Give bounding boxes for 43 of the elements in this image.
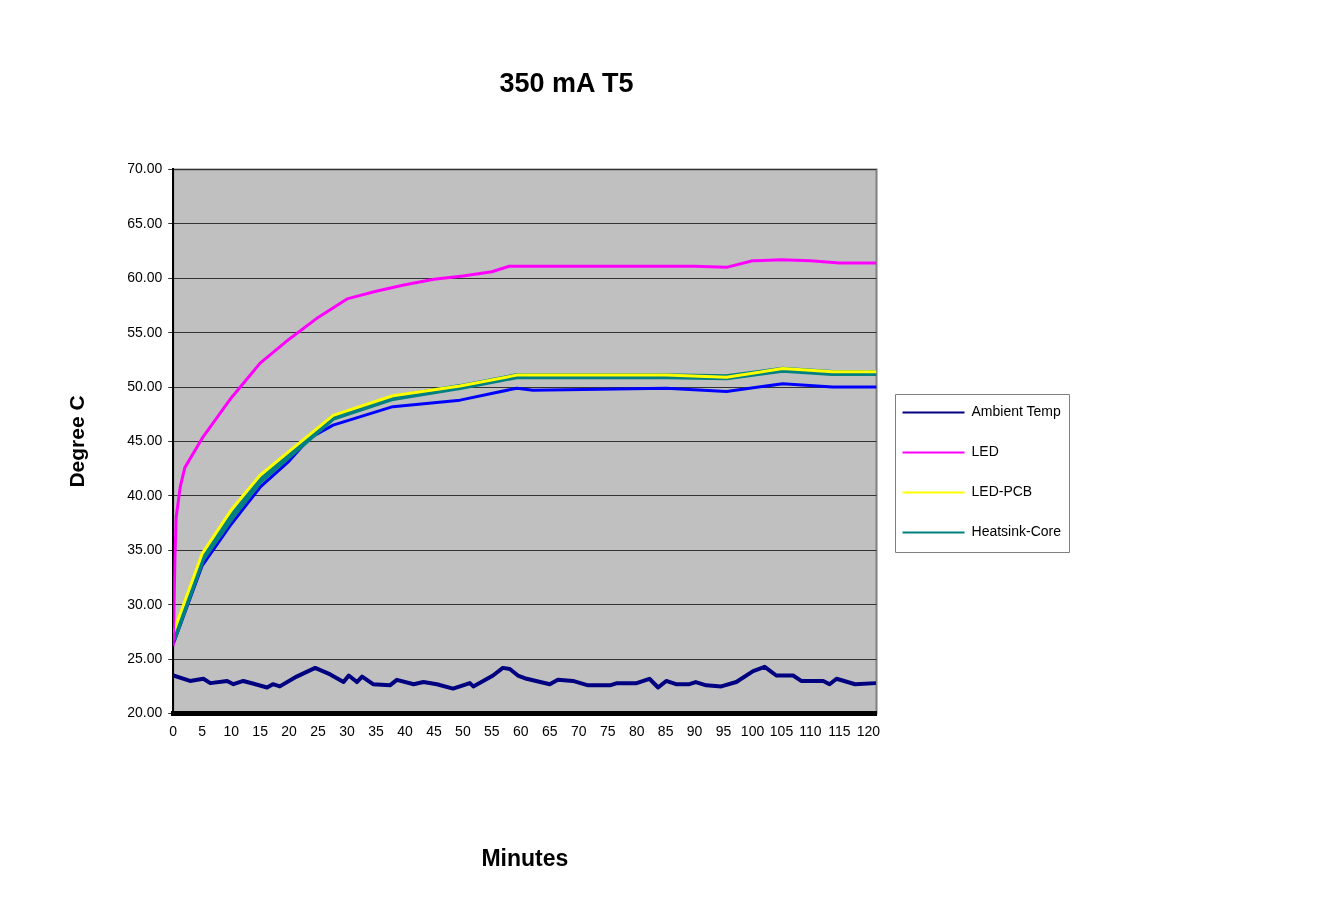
x-tick-label: 60: [513, 722, 529, 739]
x-tick-label: 90: [686, 722, 703, 739]
chart-title: 350 mA T5: [499, 67, 634, 98]
x-tick-label: 25: [310, 722, 327, 739]
x-tick-label: 85: [657, 722, 674, 739]
x-tick-label: 50: [455, 722, 471, 739]
legend-label: Ambient Temp: [971, 403, 1061, 420]
legend-label: LED-PCB: [971, 483, 1033, 500]
y-tick-label: 40.00: [127, 486, 163, 503]
x-tick-label: 120: [856, 722, 881, 739]
x-tick-label: 110: [799, 722, 822, 739]
y-tick-label: 65.00: [127, 214, 163, 231]
y-tick-label: 55.00: [127, 323, 163, 340]
y-tick-label: 70.00: [127, 160, 163, 177]
legend-label: Heatsink-Core: [971, 523, 1062, 540]
x-axis-title: Minutes: [481, 844, 569, 871]
y-tick-label: 25.00: [127, 650, 163, 667]
x-tick-label: 40: [397, 722, 413, 739]
x-tick-label: 80: [628, 722, 645, 739]
x-tick-label: 95: [715, 722, 732, 739]
x-tick-label: 55: [484, 722, 500, 739]
x-tick-label: 115: [828, 722, 851, 739]
x-tick-label: 100: [740, 722, 765, 739]
y-tick-label: 50.00: [127, 377, 163, 394]
x-tick-label: 75: [599, 722, 616, 739]
y-tick-label: 60.00: [127, 269, 163, 286]
x-tick-label: 105: [769, 722, 794, 739]
y-axis-title: Degree C: [65, 395, 89, 488]
y-tick-label: 45.00: [127, 432, 163, 449]
x-tick-label: 10: [223, 722, 240, 739]
legend-label: LED: [971, 443, 999, 460]
x-tick-label: 45: [426, 722, 442, 739]
x-tick-label: 20: [281, 722, 298, 739]
y-tick-label: 20.00: [127, 704, 163, 721]
y-tick-label: 30.00: [127, 595, 163, 612]
y-tick-label: 35.00: [127, 541, 163, 558]
x-tick-label: 0: [169, 722, 178, 739]
x-tick-label: 35: [368, 722, 384, 739]
x-tick-label: 30: [339, 722, 356, 739]
x-tick-label: 15: [252, 722, 269, 739]
x-tick-label: 65: [542, 722, 558, 739]
x-tick-label: 5: [198, 722, 207, 739]
x-tick-label: 70: [570, 722, 587, 739]
